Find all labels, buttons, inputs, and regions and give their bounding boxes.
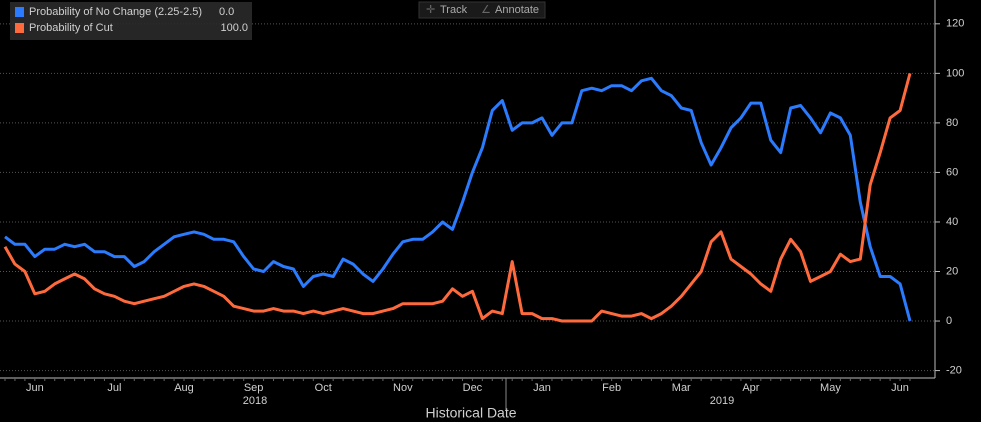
- x-tick-label: Jun: [26, 382, 44, 394]
- legend-swatch: [15, 7, 24, 17]
- year-label: 2019: [710, 395, 734, 407]
- x-tick-label: Nov: [393, 382, 413, 394]
- series-line: [3, 73, 912, 323]
- annotate-icon: ∠: [481, 4, 491, 16]
- legend-label: Probability of Cut: [29, 22, 113, 34]
- y-tick-label: 100: [946, 67, 964, 79]
- year-label: 2018: [243, 395, 267, 407]
- series-line: [4, 76, 912, 322]
- x-tick-label: Jul: [107, 382, 121, 394]
- y-tick-label: -20: [946, 364, 962, 376]
- toolbar-track[interactable]: Track: [440, 4, 468, 16]
- x-tick-label: Feb: [602, 382, 621, 394]
- y-tick-label: 0: [946, 315, 952, 327]
- y-tick-label: 60: [946, 166, 958, 178]
- y-tick-label: 120: [946, 18, 964, 30]
- x-tick-label: May: [820, 382, 841, 394]
- legend-swatch: [15, 23, 24, 33]
- x-tick-label: Aug: [174, 382, 194, 394]
- toolbar[interactable]: ✛ Track ∠ Annotate: [418, 1, 546, 19]
- legend-label: Probability of No Change (2.25-2.5): [29, 6, 202, 18]
- x-tick-label: Sep: [244, 382, 264, 394]
- track-icon: ✛: [426, 4, 435, 16]
- x-tick-label: Jan: [533, 382, 551, 394]
- y-tick-label: 20: [946, 265, 958, 277]
- legend: Probability of No Change (2.25-2.5) 0.0 Pr…: [10, 2, 252, 40]
- legend-box: [10, 2, 252, 40]
- x-tick-label: Dec: [463, 382, 483, 394]
- x-tick-label: Jun: [891, 382, 909, 394]
- y-tick-label: 80: [946, 117, 958, 129]
- legend-value: 0.0: [219, 6, 234, 18]
- x-tick-label: Apr: [742, 382, 759, 394]
- x-tick-label: Oct: [315, 382, 332, 394]
- legend-value: 100.0: [220, 22, 248, 34]
- x-axis-title: Historical Date: [425, 405, 516, 421]
- y-tick-label: 40: [946, 216, 958, 228]
- toolbar-box: [418, 1, 546, 19]
- toolbar-annotate[interactable]: Annotate: [495, 4, 539, 16]
- x-tick-label: Mar: [672, 382, 691, 394]
